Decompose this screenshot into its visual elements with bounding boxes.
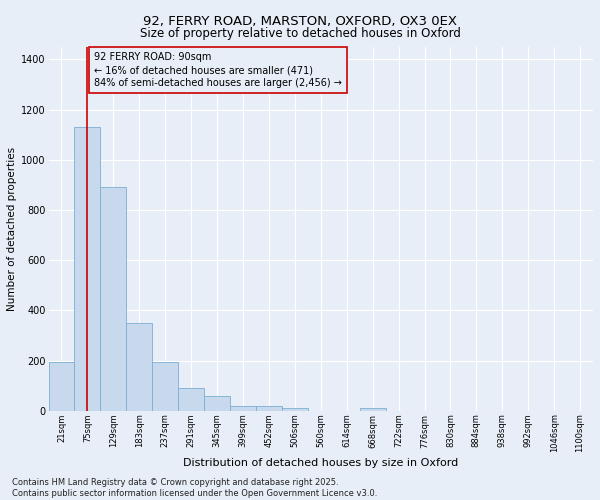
Bar bbox=[256, 406, 282, 410]
Bar bbox=[127, 323, 152, 410]
Bar bbox=[152, 362, 178, 410]
Text: 92, FERRY ROAD, MARSTON, OXFORD, OX3 0EX: 92, FERRY ROAD, MARSTON, OXFORD, OX3 0EX bbox=[143, 15, 457, 28]
Text: Size of property relative to detached houses in Oxford: Size of property relative to detached ho… bbox=[140, 28, 460, 40]
X-axis label: Distribution of detached houses by size in Oxford: Distribution of detached houses by size … bbox=[183, 458, 458, 468]
Text: Contains HM Land Registry data © Crown copyright and database right 2025.
Contai: Contains HM Land Registry data © Crown c… bbox=[12, 478, 377, 498]
Bar bbox=[178, 388, 204, 410]
Bar bbox=[230, 406, 256, 410]
Bar bbox=[100, 188, 127, 410]
Bar bbox=[49, 362, 74, 410]
Y-axis label: Number of detached properties: Number of detached properties bbox=[7, 147, 17, 311]
Bar bbox=[204, 396, 230, 410]
Text: 92 FERRY ROAD: 90sqm
← 16% of detached houses are smaller (471)
84% of semi-deta: 92 FERRY ROAD: 90sqm ← 16% of detached h… bbox=[94, 52, 342, 88]
Bar bbox=[74, 127, 100, 410]
Bar bbox=[359, 408, 386, 410]
Bar bbox=[282, 408, 308, 410]
